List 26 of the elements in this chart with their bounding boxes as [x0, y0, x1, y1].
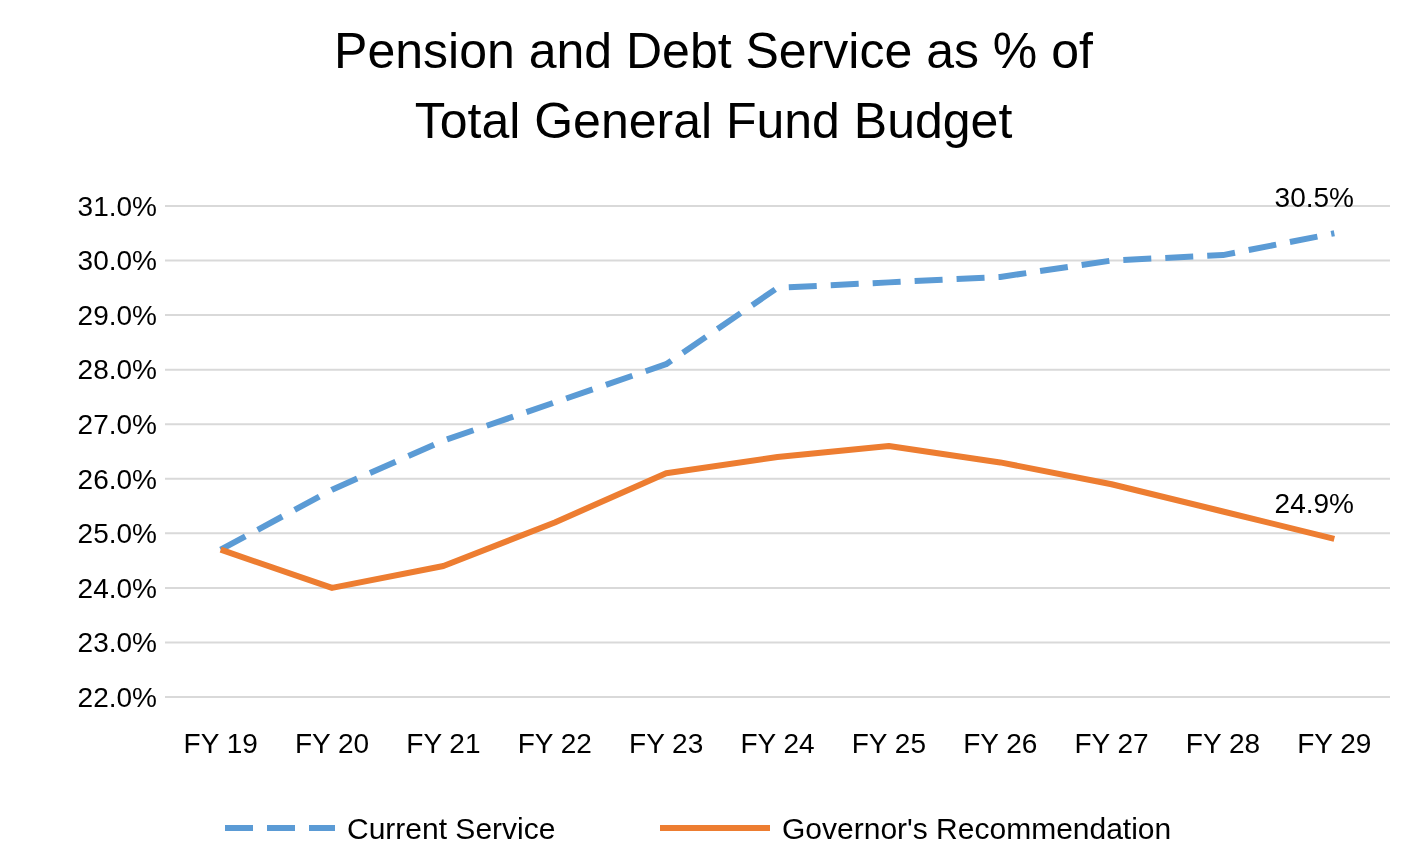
y-tick-label: 30.0%	[77, 245, 157, 277]
y-tick-label: 29.0%	[77, 299, 157, 331]
chart-title: Pension and Debt Service as % of Total General Fund Budget	[334, 23, 1093, 149]
x-tick-label: FY 29	[1297, 728, 1372, 759]
x-tick-label: FY 28	[1185, 728, 1261, 759]
data-label: 30.5%	[1274, 182, 1355, 214]
legend-label: Current Service	[347, 811, 556, 845]
x-tick-label: FY 19	[183, 728, 258, 759]
x-tick-label: FY 27	[1074, 728, 1149, 759]
y-tick-label: 26.0%	[77, 463, 157, 495]
x-tick-label: FY 22	[517, 728, 592, 759]
data-label: 24.9%	[1274, 487, 1355, 519]
x-tick-label: FY 21	[406, 728, 481, 759]
y-tick-label: 23.0%	[77, 627, 157, 659]
y-tick-label: 27.0%	[77, 409, 157, 441]
x-tick-label: FY 20	[294, 728, 370, 759]
y-tick-label: 28.0%	[77, 354, 157, 386]
y-tick-label: 31.0%	[77, 190, 157, 222]
x-tick-label: FY 24	[740, 728, 815, 759]
x-tick-label: FY 25	[851, 728, 926, 759]
x-tick-label: FY 23	[629, 728, 704, 759]
legend-label: Governor's Recommendation	[782, 811, 1172, 845]
y-tick-label: 22.0%	[77, 681, 157, 713]
x-tick-label: FY 26	[963, 728, 1038, 759]
y-tick-label: 24.0%	[77, 572, 157, 604]
y-tick-label: 25.0%	[77, 518, 157, 550]
